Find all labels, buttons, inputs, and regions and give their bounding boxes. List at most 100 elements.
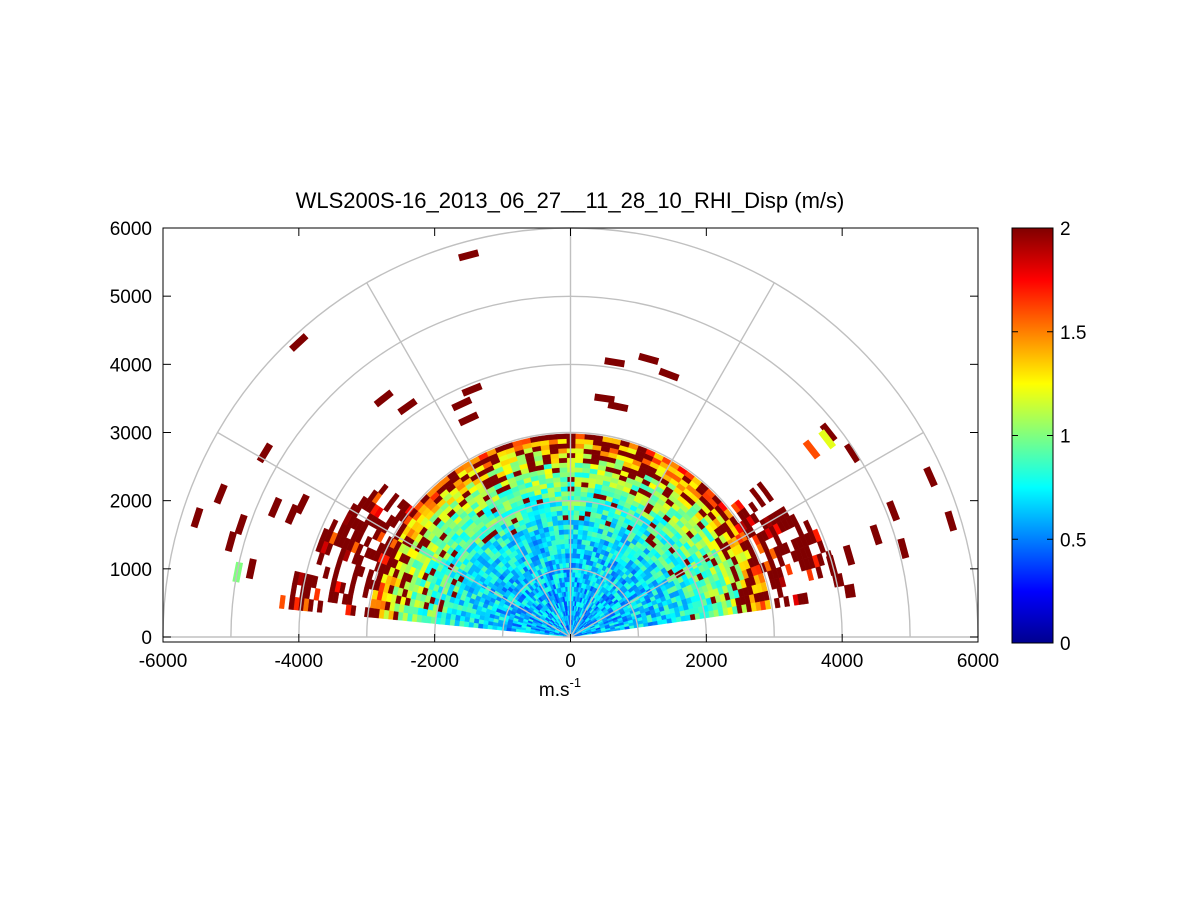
range-gate (574, 452, 584, 459)
range-gate (592, 434, 604, 442)
range-gate (578, 510, 586, 517)
range-gate (362, 587, 370, 599)
range-gate (563, 538, 569, 545)
isolated-gate (594, 393, 615, 404)
y-tick-label: 2000 (110, 492, 152, 513)
range-gate (580, 481, 589, 488)
range-gate (581, 472, 590, 479)
range-gate (734, 499, 745, 511)
colorbar-tick-label: 1 (1060, 427, 1071, 448)
range-gate (538, 434, 549, 442)
isolated-gate (458, 249, 480, 262)
range-gate (558, 452, 568, 459)
range-gate (553, 486, 562, 493)
range-gate (558, 534, 565, 540)
y-axis: 0 1000 2000 3000 4000 5000 6000 (110, 219, 978, 649)
range-gate (558, 529, 564, 535)
range-gate (559, 467, 568, 473)
range-gate (278, 594, 286, 610)
colorbar-gradient (1011, 227, 1054, 644)
isolated-gate (818, 429, 837, 450)
range-gate (836, 572, 845, 587)
range-gate (557, 438, 567, 445)
isolated-gate (373, 389, 394, 408)
range-gate (561, 505, 569, 511)
range-gate (510, 628, 517, 632)
range-gate (848, 583, 856, 598)
range-gate (783, 595, 791, 607)
colorbar-tick-label: 0.5 (1060, 530, 1086, 551)
isolated-gate (234, 513, 248, 536)
y-tick-label: 3000 (110, 424, 152, 445)
plot-area: -6000 -4000 -2000 0 2000 4000 6000 0 1000 2000 30… (110, 219, 999, 672)
range-gate (316, 600, 324, 613)
range-gate (801, 592, 809, 605)
range-gate (784, 563, 793, 576)
colorbar-tick-label: 1.5 (1060, 323, 1086, 344)
range-gate (580, 491, 588, 498)
range-gate (552, 524, 559, 531)
range-gate (580, 486, 589, 493)
range-gate (582, 462, 591, 469)
range-gate (472, 622, 479, 629)
isolated-gate (923, 466, 938, 488)
range-gate (560, 548, 566, 554)
range-gate (506, 627, 512, 632)
range-gate (572, 538, 578, 545)
range-gate (579, 505, 586, 512)
range-gate (584, 510, 591, 517)
range-gate (571, 572, 576, 578)
range-gate (561, 509, 569, 516)
range-gate (558, 457, 568, 464)
range-gate (582, 525, 589, 531)
isolated-gate (245, 558, 257, 580)
range-gate (550, 457, 560, 464)
range-gate (582, 457, 592, 464)
range-gate (571, 581, 575, 587)
range-gate (571, 562, 576, 568)
range-gate (559, 481, 568, 487)
range-gate (581, 467, 591, 474)
range-gate (529, 630, 536, 634)
range-gate (520, 629, 526, 633)
range-gate (425, 615, 432, 624)
range-gate (575, 433, 585, 440)
x-axis-label: m.s-1 (539, 675, 581, 701)
range-gate (577, 534, 583, 540)
colorbar-tick-label: 2 (1060, 219, 1071, 240)
range-gate (444, 618, 451, 626)
isolated-gate (397, 397, 418, 416)
x-tick-label: -4000 (275, 651, 324, 672)
isolated-gate (224, 531, 237, 553)
range-gate (449, 619, 456, 626)
range-gate (574, 443, 585, 449)
isolated-gate (869, 524, 883, 546)
range-gate (551, 520, 559, 527)
range-gate (564, 548, 570, 554)
range-gate (559, 538, 565, 545)
x-tick-label: 4000 (821, 651, 863, 672)
range-gate (562, 524, 569, 530)
range-gate (468, 622, 474, 628)
y-tick-label: 4000 (110, 355, 152, 376)
range-gate (563, 529, 569, 535)
range-gate (547, 434, 558, 441)
range-gate (574, 572, 579, 578)
range-gate (559, 471, 568, 478)
x-tick-label: -6000 (139, 651, 188, 672)
range-gate (491, 625, 498, 630)
isolated-gate (802, 439, 821, 460)
range-gate (515, 628, 522, 633)
range-gate (562, 519, 569, 526)
isolated-gate (638, 352, 660, 365)
range-gate (571, 576, 575, 583)
x-tick-label: 6000 (957, 651, 999, 672)
isolated-gate (284, 503, 300, 525)
isolated-gate (213, 483, 228, 505)
range-gate (453, 620, 460, 627)
range-gate (458, 620, 465, 627)
range-gate (574, 438, 585, 445)
range-gate (572, 548, 577, 554)
range-gate (573, 481, 582, 487)
